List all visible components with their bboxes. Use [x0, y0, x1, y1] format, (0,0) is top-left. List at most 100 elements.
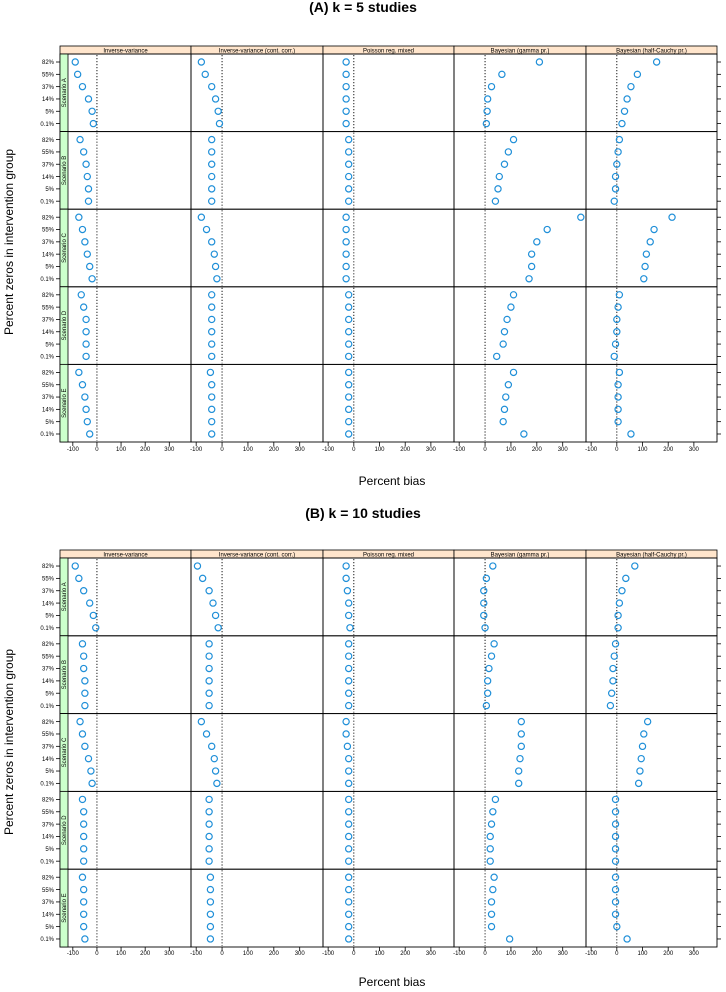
- data-point: [205, 845, 213, 853]
- y-tick-label: 5%: [45, 691, 54, 697]
- data-point: [76, 717, 84, 726]
- y-tick-label: 0.1%: [40, 704, 54, 710]
- data-point: [344, 689, 353, 697]
- y-tick-label: 0.1%: [40, 355, 54, 361]
- data-point: [650, 225, 658, 234]
- data-point: [500, 405, 509, 414]
- data-point: [533, 238, 541, 246]
- data-point: [613, 328, 621, 336]
- y-tick-label: 14%: [42, 912, 55, 918]
- x-tick-label: -100: [453, 951, 466, 957]
- panel-frame: [190, 208, 324, 288]
- data-point: [79, 808, 88, 816]
- x-tick-label: 0: [220, 447, 224, 453]
- data-point: [205, 677, 213, 685]
- y-axis-label-a: Percent zeros in intervention group: [2, 149, 16, 335]
- data-point: [634, 779, 643, 788]
- data-point: [504, 381, 513, 389]
- data-point: [82, 405, 90, 414]
- data-point: [342, 58, 350, 66]
- panel-frame: [585, 557, 718, 637]
- panel-frame: [453, 790, 587, 870]
- x-tick-label: 100: [375, 951, 386, 957]
- data-point: [197, 213, 206, 221]
- scenario-strip: [59, 363, 69, 443]
- data-point: [344, 885, 353, 894]
- data-point: [78, 381, 87, 389]
- data-point: [482, 574, 491, 583]
- data-point: [86, 599, 94, 607]
- data-point: [344, 160, 353, 168]
- data-point: [79, 885, 88, 894]
- data-point: [613, 922, 621, 931]
- x-tick-label: 0: [483, 447, 487, 453]
- method-strip-label: Inverse-variance (cont. corr.): [219, 552, 295, 558]
- data-point: [623, 935, 631, 943]
- x-tick-label: 100: [116, 951, 127, 957]
- data-point: [84, 754, 93, 763]
- data-point: [515, 779, 523, 788]
- chart-panel-0: Inverse-variance Scenario A 82% 55% 37% 14% 5%…: [40, 45, 721, 453]
- x-tick-label: 200: [663, 447, 674, 453]
- y-tick-label: 82%: [42, 564, 55, 570]
- data-point: [344, 148, 353, 156]
- data-point: [483, 95, 492, 103]
- data-point: [88, 107, 96, 115]
- data-point: [489, 885, 497, 894]
- data-point: [344, 779, 353, 788]
- data-point: [215, 119, 224, 128]
- data-point: [491, 795, 500, 804]
- data-point: [84, 197, 93, 205]
- x-tick-label: 300: [689, 447, 700, 453]
- data-point: [480, 587, 488, 595]
- data-point: [614, 611, 622, 620]
- y-tick-label: 55%: [42, 228, 55, 234]
- data-point: [610, 352, 618, 361]
- data-point: [210, 754, 218, 763]
- data-point: [208, 148, 216, 156]
- data-point: [79, 910, 88, 918]
- data-point: [342, 238, 350, 246]
- data-point: [209, 599, 217, 607]
- y-tick-label: 55%: [42, 577, 55, 583]
- data-point: [344, 820, 353, 828]
- panel-frame: [453, 208, 587, 288]
- y-tick-label: 82%: [42, 60, 55, 66]
- data-point: [79, 652, 88, 660]
- data-point: [637, 754, 645, 763]
- data-point: [482, 119, 491, 128]
- chart-title: (B) k = 10 studies: [305, 505, 421, 521]
- data-point: [342, 262, 350, 271]
- data-point: [483, 689, 492, 697]
- data-point: [344, 315, 353, 324]
- scenario-strip-label: Scenario E: [62, 893, 68, 922]
- data-point: [500, 328, 509, 336]
- data-point: [517, 730, 525, 738]
- data-point: [623, 95, 631, 103]
- panel-frame: [190, 635, 324, 715]
- data-point: [208, 315, 216, 324]
- y-tick-label: 0.1%: [40, 199, 54, 205]
- data-point: [208, 185, 216, 193]
- data-point: [205, 652, 213, 660]
- data-point: [614, 405, 622, 414]
- y-tick-label: 82%: [42, 720, 55, 726]
- panel-frame: [585, 208, 718, 288]
- data-point: [495, 172, 503, 181]
- data-point: [198, 574, 207, 583]
- data-point: [507, 303, 515, 311]
- data-point: [486, 857, 494, 865]
- data-point: [483, 107, 491, 115]
- x-axis-label-a: Percent bias: [359, 474, 426, 488]
- data-point: [500, 160, 509, 168]
- x-tick-label: 100: [638, 447, 649, 453]
- data-point: [81, 689, 89, 697]
- data-point: [480, 599, 488, 607]
- data-point: [343, 742, 352, 751]
- y-tick-label: 5%: [45, 614, 54, 620]
- data-point: [483, 677, 492, 685]
- x-tick-label: -100: [190, 951, 203, 957]
- method-strip-label: Bayesian (gamma pr.): [491, 48, 550, 54]
- y-tick-label: 0.1%: [40, 859, 54, 865]
- data-point: [615, 291, 624, 299]
